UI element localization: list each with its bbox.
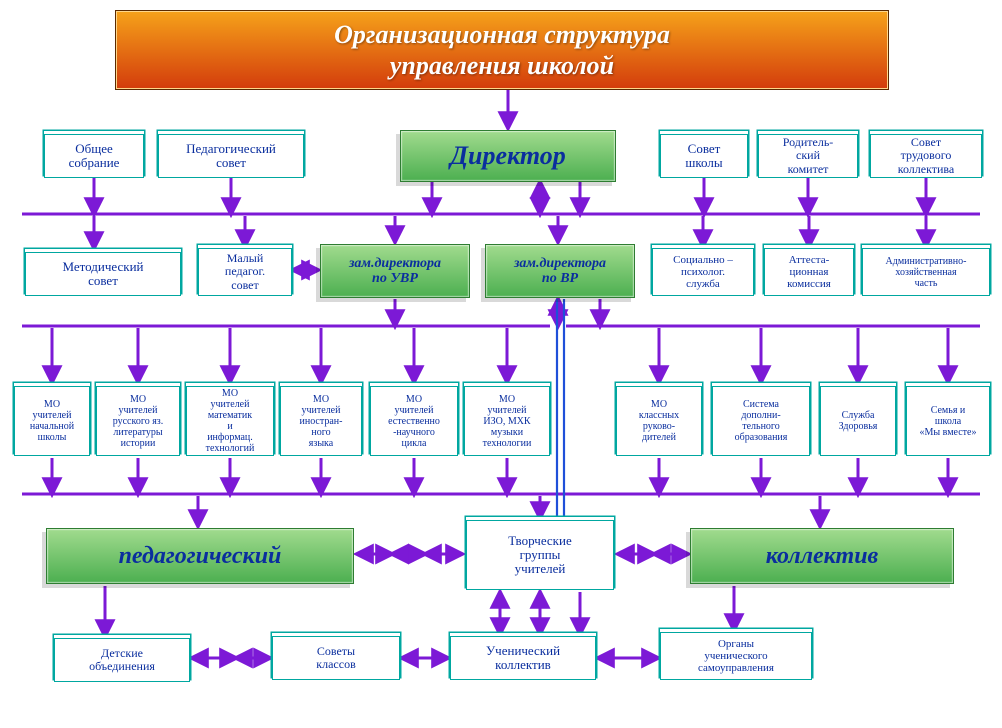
node-n_mped: Малый педагог. совет — [198, 248, 292, 296]
node-n_kl: МО классных руково- дителей — [616, 386, 702, 456]
node-n_ped: Педагогический совет — [158, 134, 304, 178]
node-n_mo4: МО учителей иностран- ного языка — [280, 386, 362, 456]
node-n_dir: Директор — [400, 130, 616, 182]
node-n_uk: Ученический коллектив — [450, 636, 596, 680]
node-n_vr: зам.директора по ВР — [485, 244, 635, 298]
org-chart: { "canvas": { "w": 1002, "h": 728 }, "pa… — [0, 0, 1002, 728]
node-n_att: Аттеста- ционная комиссия — [764, 248, 854, 296]
node-n_soc: Социально – психолог. служба — [652, 248, 754, 296]
node-n_sem: Семья и школа «Мы вместе» — [906, 386, 990, 456]
node-n_zd: Служба Здоровья — [820, 386, 896, 456]
node-n_trud: Совет трудового коллектива — [870, 134, 982, 178]
node-n_sk: Советы классов — [272, 636, 400, 680]
node-n_osu: Органы ученического самоуправления — [660, 632, 812, 680]
node-n_pedk: педагогический — [46, 528, 354, 584]
node-n_adm: Административно- хозяйственная часть — [862, 248, 990, 296]
title-text: Организационная структура управления шко… — [334, 19, 670, 81]
node-n_mo2: МО учителей русского яз. литературы исто… — [96, 386, 180, 456]
node-n_mo6: МО учителей ИЗО, МХК музыки технологии — [464, 386, 550, 456]
node-n_mo1: МО учителей начальной школы — [14, 386, 90, 456]
node-n_sov: Совет школы — [660, 134, 748, 178]
arrow-layer — [0, 0, 1002, 728]
node-n_mo3: МО учителей математик и информац. технол… — [186, 386, 274, 456]
node-n_dop: Система дополни- тельного образования — [712, 386, 810, 456]
node-n_tv: Творческие группы учителей — [466, 520, 614, 590]
title-banner: Организационная структура управления шко… — [115, 10, 889, 90]
node-n_do: Детские объединения — [54, 638, 190, 682]
node-n_mo5: МО учителей естественно -научного цикла — [370, 386, 458, 456]
node-n_met: Методический совет — [25, 252, 181, 296]
node-n_gen: Общее собрание — [44, 134, 144, 178]
node-n_rod: Родитель- ский комитет — [758, 134, 858, 178]
node-n_kol: коллектив — [690, 528, 954, 584]
node-n_uvr: зам.директора по УВР — [320, 244, 470, 298]
